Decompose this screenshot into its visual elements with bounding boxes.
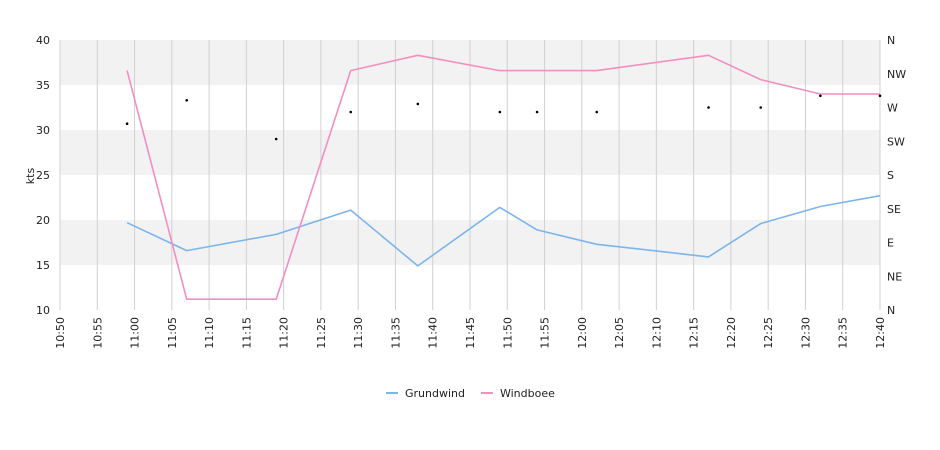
- legend-item-windboee[interactable]: Windboee: [500, 387, 555, 400]
- x-tick-label: 10:55: [91, 317, 104, 349]
- y-tick-label: 15: [36, 259, 50, 272]
- x-tick-label: 11:05: [166, 317, 179, 349]
- series-line-grundwind: [126, 194, 881, 267]
- x-tick-label: 12:10: [650, 317, 663, 349]
- x-tick-label: 11:15: [240, 317, 253, 349]
- series-line-windboee: [126, 54, 880, 301]
- x-tick-label: 12:35: [837, 317, 850, 349]
- x-tick-label: 12:30: [799, 317, 812, 349]
- y-tick-label: 30: [36, 124, 50, 137]
- y-axis-label: kts: [24, 168, 37, 185]
- direction-point: [349, 110, 353, 114]
- x-tick-label: 12:20: [725, 317, 738, 349]
- x-tick-label: 12:05: [613, 317, 626, 349]
- direction-tick-label: NE: [887, 270, 902, 283]
- y-tick-label: 20: [36, 214, 50, 227]
- direction-point: [819, 94, 822, 98]
- series-lines: [126, 54, 881, 301]
- direction-tick-label: S: [887, 169, 894, 182]
- direction-tick-label: NW: [887, 68, 906, 81]
- direction-point: [595, 110, 599, 114]
- direction-tick-label: W: [887, 102, 898, 115]
- x-tick-label: 11:45: [464, 317, 477, 349]
- direction-tick-label: N: [887, 304, 895, 317]
- direction-tick-label: N: [887, 34, 895, 47]
- direction-tick-label: SW: [887, 135, 905, 148]
- y-axis-ticks: 10 15 20 25 30 35 40: [36, 34, 50, 317]
- x-tick-label: 11:00: [129, 317, 142, 349]
- x-tick-label: 12:40: [874, 317, 887, 349]
- x-axis-ticks: 10:50 10:55 11:00 11:05 11:10 11:15 11:20 11:25…: [54, 317, 887, 349]
- legend: Grundwind Windboee: [386, 387, 555, 400]
- x-tick-label: 12:15: [688, 317, 701, 349]
- direction-point: [185, 99, 189, 102]
- x-tick-label: 11:50: [501, 317, 514, 349]
- direction-points: [125, 94, 882, 141]
- x-tick-label: 10:50: [54, 317, 67, 349]
- direction-point: [759, 106, 763, 109]
- x-tick-label: 11:55: [539, 317, 552, 349]
- x-tick-label: 12:00: [576, 317, 589, 349]
- direction-tick-label: SE: [887, 203, 901, 216]
- direction-point: [535, 110, 539, 114]
- direction-tick-label: E: [887, 237, 894, 250]
- vertical-gridlines: [59, 40, 881, 310]
- x-tick-label: 11:25: [315, 317, 328, 349]
- y-tick-label: 40: [36, 34, 50, 47]
- x-tick-label: 11:20: [278, 317, 291, 349]
- direction-axis-ticks: N NE E SE S SW W NW N: [887, 34, 906, 317]
- x-tick-label: 11:10: [203, 317, 216, 349]
- y-tick-label: 35: [36, 79, 50, 92]
- x-tick-label: 11:30: [352, 317, 365, 349]
- direction-point: [878, 94, 882, 98]
- y-tick-label: 25: [36, 169, 50, 182]
- x-tick-label: 11:35: [389, 317, 402, 349]
- x-tick-label: 11:40: [427, 317, 440, 349]
- direction-point: [416, 102, 420, 106]
- legend-item-grundwind[interactable]: Grundwind: [405, 387, 465, 400]
- direction-point: [125, 122, 129, 125]
- direction-point: [498, 110, 502, 114]
- direction-point: [707, 106, 710, 109]
- direction-point: [274, 137, 278, 141]
- x-tick-label: 12:25: [762, 317, 775, 349]
- y-tick-label: 10: [36, 304, 50, 317]
